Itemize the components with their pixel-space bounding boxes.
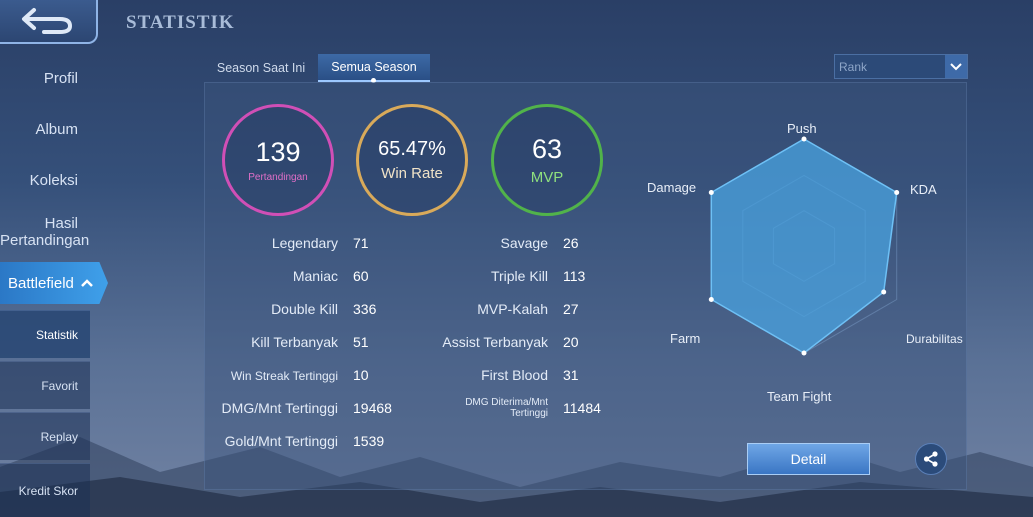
subnav-item-favorit[interactable]: Favorit <box>0 361 90 409</box>
subnav-item-label: Kredit Skor <box>18 483 78 498</box>
winrate-badge: 65.47% Win Rate <box>356 104 468 216</box>
stat-value: 10 <box>353 367 369 383</box>
radar-label-team-fight: Team Fight <box>767 389 832 404</box>
stat-value: 19468 <box>353 400 392 416</box>
radar-label-damage: Damage <box>647 180 697 195</box>
sidebar-item-battlefield[interactable]: Battlefield <box>0 262 108 304</box>
subnav-item-label: Replay <box>40 429 78 444</box>
radar-label-durabilitas: Durabilitas <box>906 332 963 346</box>
stat-value: 11484 <box>563 400 601 416</box>
radar-label-push: Push <box>787 121 817 136</box>
sidebar: Profil Album Koleksi Hasil Pertandingan … <box>0 0 108 517</box>
stat-label: Legendary <box>271 235 338 251</box>
matches-badge: 139 Pertandingan <box>222 104 334 216</box>
chevron-down-icon <box>945 55 967 78</box>
winrate-value: 65.47% <box>378 138 446 160</box>
tab-label: Semua Season <box>331 60 417 74</box>
mvp-badge: 63 MVP <box>491 104 603 216</box>
radar-shape <box>710 138 898 354</box>
radar-label-farm: Farm <box>670 331 701 346</box>
stat-label: Assist Terbanyak <box>442 334 548 350</box>
stat-value: 26 <box>563 235 579 251</box>
subnav-item-label: Statistik <box>35 327 78 342</box>
detail-button[interactable]: Detail <box>747 443 870 475</box>
subnav-item-kredit-skor[interactable]: Kredit Skor <box>0 463 90 517</box>
sidebar-item-profil[interactable]: Profil <box>43 70 78 87</box>
stat-label: Maniac <box>292 268 338 284</box>
winrate-label: Win Rate <box>381 165 443 182</box>
share-button[interactable] <box>915 443 947 475</box>
chevron-up-icon <box>80 279 93 287</box>
sidebar-item-hasil-pertandingan[interactable]: Hasil Pertandingan <box>0 215 90 249</box>
stat-label: DMG Diterima/Mnt Tertinggi <box>465 397 548 419</box>
back-button[interactable] <box>0 0 98 44</box>
stat-value: 60 <box>353 268 369 284</box>
stat-value: 1539 <box>353 433 385 449</box>
tab-all-seasons[interactable]: Semua Season <box>318 54 430 83</box>
radar-point <box>801 136 807 142</box>
stat-label: Triple Kill <box>490 268 548 284</box>
stat-label: Double Kill <box>271 301 338 317</box>
subnav-item-label: Favorit <box>41 378 78 393</box>
stat-value: 71 <box>353 235 369 251</box>
stat-value: 336 <box>353 301 377 317</box>
stat-label: Win Streak Tertinggi <box>230 369 338 383</box>
radar-point <box>894 190 900 195</box>
sidebar-item-label: Battlefield <box>8 274 74 292</box>
back-arrow-icon <box>22 8 73 34</box>
stat-label: Gold/Mnt Tertinggi <box>224 433 338 449</box>
radar-label-kda: KDA <box>910 182 937 197</box>
radar-point <box>708 190 714 195</box>
sidebar-item-koleksi[interactable]: Koleksi <box>29 172 78 189</box>
mvp-label: MVP <box>530 169 564 186</box>
radar-point <box>708 297 714 302</box>
stat-label: MVP-Kalah <box>477 301 548 317</box>
tab-season-current[interactable]: Season Saat Ini <box>216 61 306 75</box>
stat-value: 31 <box>563 367 579 383</box>
matches-label: Pertandingan <box>248 172 308 183</box>
radar-point <box>801 350 807 356</box>
rank-select-value: Rank <box>839 59 868 74</box>
stat-label: Savage <box>500 235 548 251</box>
page-title: STATISTIK <box>126 12 235 33</box>
background-mountains <box>0 437 1033 517</box>
radar-chart <box>708 136 900 356</box>
mvp-value: 63 <box>531 134 563 164</box>
stat-label: First Blood <box>481 367 548 383</box>
rank-select[interactable]: Rank <box>834 54 968 79</box>
subnav-item-statistik[interactable]: Statistik <box>0 310 90 358</box>
stat-label: Kill Terbanyak <box>251 334 338 350</box>
subnav-item-replay[interactable]: Replay <box>0 412 90 460</box>
stat-value: 113 <box>563 268 586 284</box>
active-indicator <box>371 78 376 83</box>
stat-value: 27 <box>563 301 579 317</box>
radar-point <box>881 289 887 295</box>
sidebar-item-album[interactable]: Album <box>35 121 78 138</box>
stat-label: DMG/Mnt Tertinggi <box>221 400 338 416</box>
matches-value: 139 <box>255 137 301 167</box>
share-icon <box>923 451 938 467</box>
stat-value: 20 <box>563 334 579 350</box>
stat-value: 51 <box>353 334 369 350</box>
